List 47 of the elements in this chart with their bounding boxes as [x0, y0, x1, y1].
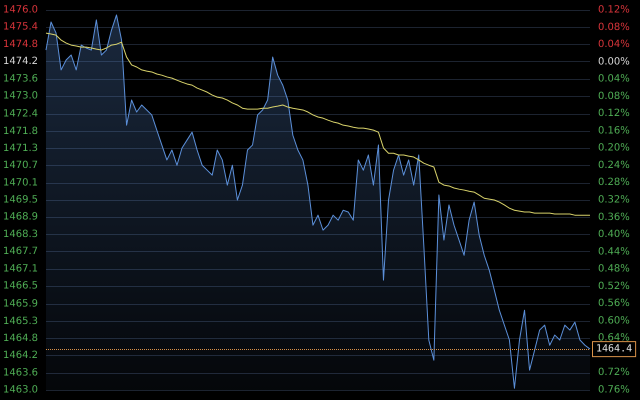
y-tick-label: 1473.0 [2, 90, 38, 102]
y2-tick-label: 0.04% [598, 74, 630, 85]
y2-tick-label: 0.56% [598, 298, 630, 310]
y-tick-label: 1473.6 [2, 73, 38, 84]
y-tick-label: 1464.2 [2, 350, 38, 362]
y2-tick-label: 0.76% [598, 384, 630, 396]
y2-tick-label: 0.08% [598, 90, 630, 102]
y2-tick-label: 0.20% [598, 142, 630, 154]
y2-tick-label: 0.12% [598, 108, 630, 120]
y2-tick-label: 0.00% [598, 56, 630, 68]
y2-tick-label: 0.72% [598, 367, 630, 378]
y-tick-label: 1464.8 [2, 332, 38, 344]
y-tick-label: 1466.5 [2, 280, 38, 292]
y-tick-label: 1474.2 [2, 56, 38, 68]
y-tick-label: 1470.7 [2, 160, 38, 172]
y-tick-label: 1465.3 [2, 316, 38, 328]
y2-tick-label: 0.60% [598, 315, 630, 326]
y2-tick-label: 0.32% [598, 194, 630, 206]
line-series [45, 32, 590, 216]
y-tick-label: 1463.6 [2, 367, 38, 378]
y-tick-label: 1465.9 [2, 298, 38, 310]
y2-tick-label: 0.44% [598, 246, 630, 258]
y2-tick-label: 0.52% [598, 280, 630, 292]
y2-tick-label: 0.48% [598, 264, 630, 275]
y-tick-label: 1471.8 [2, 126, 38, 138]
y2-tick-label: 0.24% [598, 160, 630, 171]
y2-tick-label: 0.16% [598, 125, 630, 136]
y2-tick-label: 0.12% [598, 4, 630, 16]
y-tick-label: 1468.9 [2, 212, 38, 223]
y-tick-label: 1467.1 [2, 263, 38, 274]
y2-tick-label: 0.36% [598, 212, 630, 223]
y-tick-label: 1472.4 [2, 108, 38, 120]
y-tick-label: 1475.4 [2, 22, 38, 33]
y-tick-label: 1470.1 [2, 177, 38, 188]
y-tick-label: 1474.8 [2, 38, 38, 50]
y-tick-label: 1463.0 [2, 384, 38, 396]
ref-line-label: 1464.4 [596, 344, 632, 355]
y2-tick-label: 0.64% [598, 332, 630, 344]
y2-tick-label: 0.04% [598, 39, 630, 50]
y2-tick-label: 0.28% [598, 177, 630, 188]
y-tick-label: 1471.3 [2, 142, 38, 154]
y2-tick-label: 0.40% [598, 229, 630, 240]
y-tick-label: 1469.5 [2, 194, 38, 206]
y-tick-label: 1476.0 [2, 4, 38, 16]
y2-tick-label: 0.08% [598, 22, 630, 33]
y-tick-label: 1467.7 [2, 246, 38, 258]
y-tick-label: 1468.3 [2, 228, 38, 240]
